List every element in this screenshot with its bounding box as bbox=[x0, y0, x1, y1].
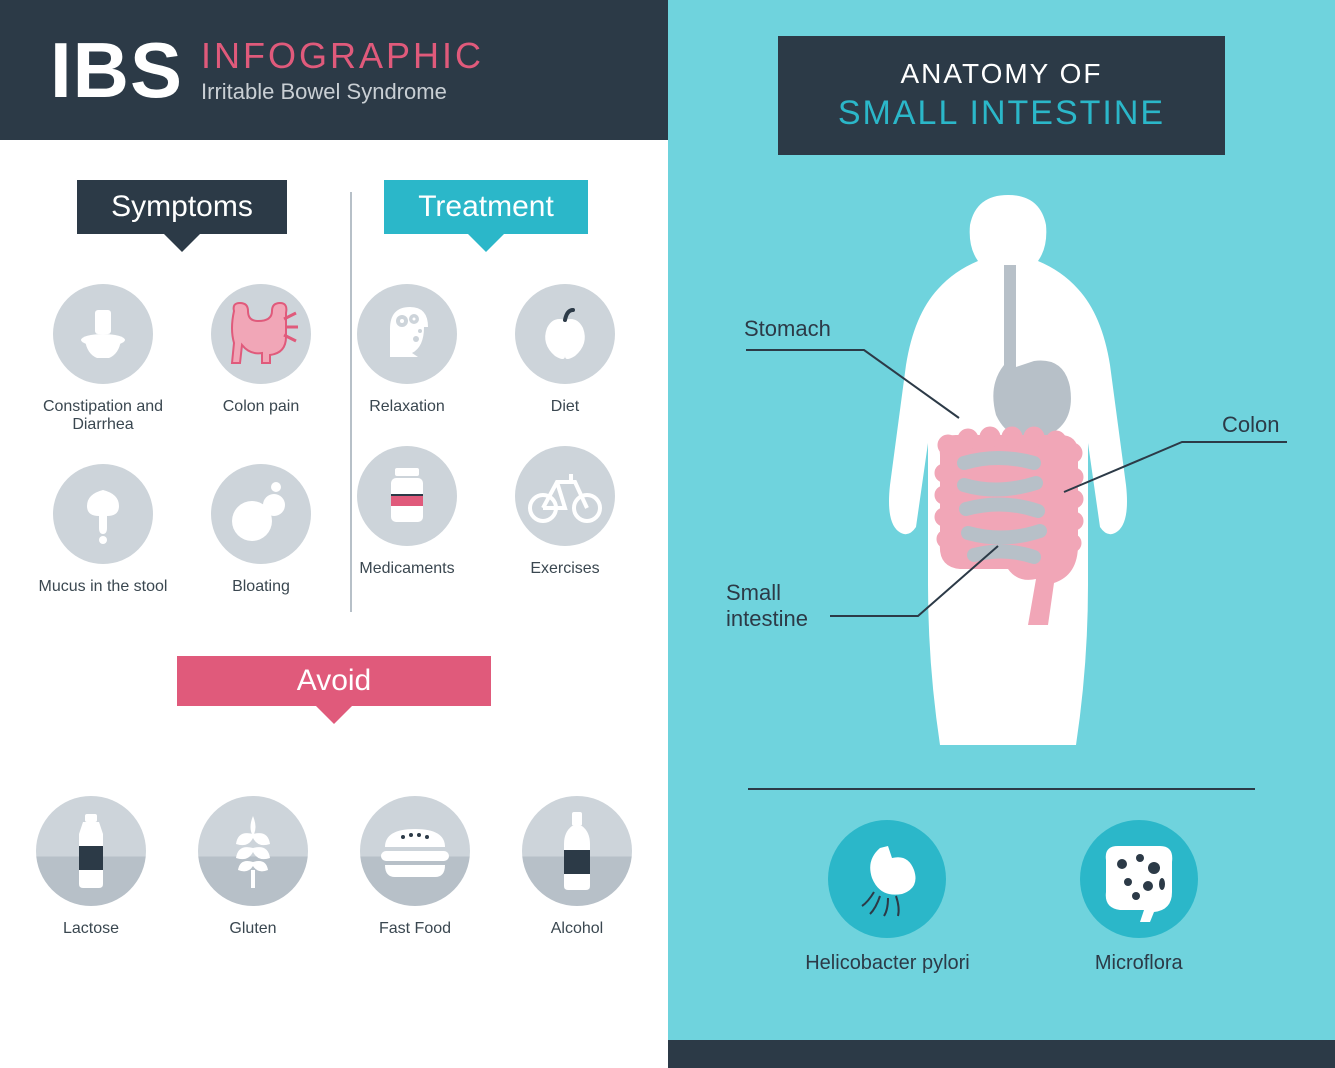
treatment-item: Medicaments bbox=[342, 446, 472, 578]
exercises-icon bbox=[515, 446, 615, 546]
h-pylori-icon bbox=[828, 820, 946, 938]
anatomy-sub-label: Microflora bbox=[1095, 952, 1183, 975]
anatomy-title-line2: SMALL INTESTINE bbox=[808, 94, 1195, 133]
avoid-item: Alcohol bbox=[522, 796, 632, 938]
header: IBS INFOGRAPHIC Irritable Bowel Syndrome bbox=[0, 0, 668, 140]
stomach-label: Stomach bbox=[744, 316, 831, 342]
gluten-icon bbox=[198, 796, 308, 906]
symptom-item: Colon pain bbox=[196, 284, 326, 434]
symptom-item: Constipation and Diarrhea bbox=[38, 284, 168, 434]
mucus-icon bbox=[53, 464, 153, 564]
colon-label: Colon bbox=[1222, 412, 1279, 438]
fastfood-icon bbox=[360, 796, 470, 906]
treatment-label: Diet bbox=[551, 398, 579, 416]
anatomy-sub-item: Microflora bbox=[1080, 820, 1198, 975]
symptom-label: Mucus in the stool bbox=[39, 578, 168, 596]
symptom-label: Colon pain bbox=[223, 398, 300, 416]
header-abbr: IBS bbox=[50, 25, 183, 116]
treatment-item: Diet bbox=[500, 284, 630, 416]
symptom-item: Mucus in the stool bbox=[38, 464, 168, 596]
symptom-label: Constipation and Diarrhea bbox=[38, 398, 168, 434]
treatment-label: Relaxation bbox=[369, 398, 445, 416]
lactose-icon bbox=[36, 796, 146, 906]
avoid-item: Gluten bbox=[198, 796, 308, 938]
anatomy-divider bbox=[748, 788, 1255, 790]
anatomy-header: ANATOMY OF SMALL INTESTINE bbox=[778, 36, 1225, 155]
avoid-section: Avoid Lactose Gluten bbox=[30, 656, 638, 938]
avoid-label: Lactose bbox=[63, 920, 119, 938]
treatment-column: Treatment Relaxation Diet bbox=[334, 180, 638, 596]
alcohol-icon bbox=[522, 796, 632, 906]
treatment-item: Exercises bbox=[500, 446, 630, 578]
avoid-item: Fast Food bbox=[360, 796, 470, 938]
symptoms-banner: Symptoms bbox=[77, 180, 287, 234]
treatment-label: Medicaments bbox=[359, 560, 454, 578]
treatment-banner: Treatment bbox=[384, 180, 588, 234]
main-panel: Symptoms Constipation and Diarrhea bbox=[0, 140, 668, 1068]
symptom-label: Bloating bbox=[232, 578, 290, 596]
anatomy-sub-item: Helicobacter pylori bbox=[805, 820, 970, 975]
symptom-item: Bloating bbox=[196, 464, 326, 596]
treatment-item: Relaxation bbox=[342, 284, 472, 416]
symptoms-column: Symptoms Constipation and Diarrhea bbox=[30, 180, 334, 596]
header-subtitle: Irritable Bowel Syndrome bbox=[201, 79, 484, 105]
avoid-item: Lactose bbox=[36, 796, 146, 938]
avoid-label: Alcohol bbox=[551, 920, 603, 938]
anatomy-panel: ANATOMY OF SMALL INTESTINE bbox=[668, 0, 1335, 1068]
relaxation-icon bbox=[357, 284, 457, 384]
diet-icon bbox=[515, 284, 615, 384]
header-title: INFOGRAPHIC bbox=[201, 35, 484, 77]
microflora-icon bbox=[1080, 820, 1198, 938]
anatomy-sub-label: Helicobacter pylori bbox=[805, 952, 970, 975]
medicaments-icon bbox=[357, 446, 457, 546]
colon-pain-icon bbox=[211, 284, 311, 384]
avoid-label: Gluten bbox=[229, 920, 276, 938]
avoid-label: Fast Food bbox=[379, 920, 451, 938]
footer-bar bbox=[668, 1040, 1335, 1068]
anatomy-title-line1: ANATOMY OF bbox=[808, 58, 1195, 90]
small-intestine-label: Small intestine bbox=[726, 580, 808, 632]
toilet-icon bbox=[53, 284, 153, 384]
treatment-label: Exercises bbox=[530, 560, 599, 578]
avoid-banner: Avoid bbox=[177, 656, 492, 706]
bloating-icon bbox=[211, 464, 311, 564]
column-divider bbox=[350, 192, 352, 612]
